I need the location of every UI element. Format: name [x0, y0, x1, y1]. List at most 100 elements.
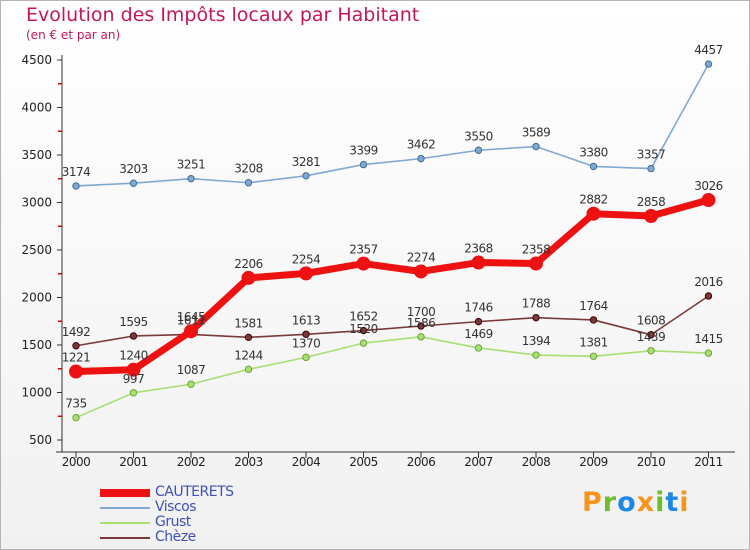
data-point — [701, 193, 716, 208]
y-tick-label: 4000 — [21, 101, 52, 115]
data-point — [589, 352, 598, 361]
proxiti-logo: Proxiti — [582, 487, 690, 518]
data-label: 1221 — [62, 351, 91, 365]
x-tick-label: 2006 — [407, 455, 436, 469]
data-point — [129, 332, 138, 340]
data-label: 3550 — [464, 129, 493, 143]
logo-letter: x — [636, 487, 656, 518]
data-label: 3462 — [407, 138, 436, 152]
logo-letter: i — [655, 487, 666, 518]
legend-label: Viscos — [155, 499, 197, 515]
data-point — [589, 316, 598, 324]
data-point — [417, 154, 425, 163]
data-label: 3399 — [349, 144, 378, 158]
data-point — [471, 255, 486, 270]
data-label: 1394 — [522, 334, 551, 348]
chart-title: Evolution des Impôts locaux par Habitant — [26, 4, 420, 26]
data-label: 1788 — [522, 297, 551, 311]
series-line-cauterets — [72, 196, 712, 376]
data-point — [704, 60, 713, 68]
y-tick-label: 2000 — [21, 291, 52, 305]
data-label: 1586 — [407, 316, 436, 330]
y-tick-label: 1500 — [21, 338, 52, 352]
data-point — [241, 270, 256, 285]
y-tick-label: 4500 — [21, 53, 52, 67]
data-point — [417, 333, 425, 341]
legend-swatch — [100, 537, 150, 539]
data-label: 2358 — [522, 242, 551, 256]
series-line-grust — [75, 336, 710, 419]
data-point — [532, 351, 540, 359]
data-point — [359, 326, 368, 335]
data-label: 1240 — [119, 349, 148, 363]
data-point — [69, 364, 83, 379]
x-tick-label: 2004 — [292, 455, 321, 469]
x-tick-label: 2008 — [522, 455, 551, 469]
data-label: 1469 — [464, 327, 493, 341]
logo-letter: r — [602, 487, 618, 518]
data-point — [359, 339, 368, 347]
data-point — [187, 174, 195, 183]
data-label: 3203 — [119, 162, 148, 176]
data-point — [126, 362, 141, 377]
legend-swatch — [100, 522, 150, 524]
x-tick-label: 2010 — [637, 455, 666, 469]
data-label: 3281 — [292, 155, 321, 169]
data-point — [417, 322, 425, 330]
data-label: 735 — [65, 397, 86, 411]
data-label: 1611 — [177, 313, 206, 327]
data-label: 2357 — [349, 243, 378, 257]
data-label: 1370 — [292, 336, 321, 350]
data-point — [299, 266, 313, 281]
data-point — [529, 256, 543, 271]
data-point — [532, 313, 540, 322]
series-line-viscos — [75, 63, 710, 187]
data-point — [359, 160, 368, 169]
x-tick-label: 2000 — [62, 455, 91, 469]
data-point — [72, 413, 80, 422]
data-point — [589, 162, 598, 171]
data-point — [129, 179, 138, 187]
data-point — [474, 317, 483, 326]
data-label: 1244 — [234, 348, 263, 362]
y-tick-label: 3500 — [21, 148, 52, 162]
data-label: 1700 — [407, 305, 436, 319]
logo-letter: o — [617, 487, 637, 518]
x-tick-label: 2005 — [349, 455, 378, 469]
series-points — [69, 60, 716, 422]
legend-label: Grust — [155, 514, 191, 530]
y-tick-label: 2500 — [21, 243, 52, 257]
x-tick-label: 2009 — [579, 455, 608, 469]
legend-label: Chèze — [155, 529, 196, 545]
logo-letter: P — [582, 487, 603, 518]
data-point — [302, 172, 310, 180]
data-label: 3251 — [177, 158, 206, 172]
data-label: 2254 — [292, 252, 321, 266]
chart-subtitle: (en € et par an) — [26, 28, 121, 42]
data-label: 1764 — [579, 299, 608, 313]
data-label: 1746 — [464, 301, 493, 315]
data-label: 3357 — [637, 148, 666, 162]
y-tick-label: 3000 — [21, 196, 52, 210]
data-label: 2206 — [234, 257, 263, 271]
data-label: 3026 — [694, 179, 723, 193]
data-point — [647, 347, 655, 355]
data-point — [356, 256, 371, 271]
data-point — [647, 164, 655, 173]
data-label: 3208 — [234, 162, 263, 176]
data-label: 3174 — [62, 165, 91, 179]
data-point — [302, 330, 310, 338]
data-point — [704, 349, 713, 357]
line-chart: 500 1000 1500 2000 2500 3000 3500 4000 4500 2000 2… — [21, 43, 735, 469]
data-label: 1652 — [349, 310, 378, 324]
data-point — [644, 208, 658, 223]
x-tick-label: 2011 — [694, 455, 723, 469]
data-point — [129, 389, 138, 397]
data-label: 4457 — [694, 43, 723, 57]
data-point — [72, 342, 80, 350]
data-label: 1087 — [177, 363, 206, 377]
data-label: 3589 — [522, 126, 551, 140]
data-label: 3380 — [579, 145, 608, 159]
data-point — [414, 264, 428, 279]
data-label: 1492 — [62, 325, 91, 339]
